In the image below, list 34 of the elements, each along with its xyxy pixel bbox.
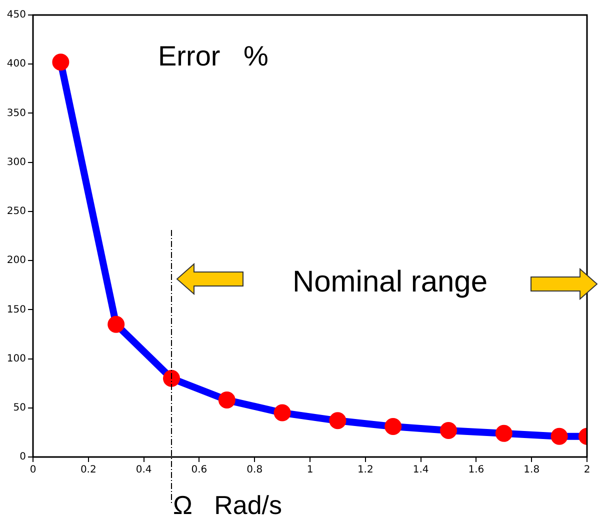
x-axis-title: Ω Rad/s [173, 490, 282, 520]
y-tick-label: 100 [6, 353, 26, 364]
x-tick-label: 0.2 [80, 464, 96, 476]
x-tick-label: 2 [584, 464, 590, 476]
point [108, 316, 125, 333]
y-tick-label: 50 [13, 402, 26, 414]
x-tick-label: 0.8 [246, 464, 263, 476]
y-tick-label: 0 [20, 452, 26, 463]
point [440, 422, 457, 439]
x-tick-label: 0 [30, 464, 36, 476]
point [52, 54, 70, 71]
y-tick-label: 400 [6, 58, 26, 70]
y-tick-label: 350 [6, 108, 26, 119]
point [218, 392, 236, 409]
x-tick-label: 0.4 [136, 464, 152, 476]
y-tick-label: 150 [6, 304, 26, 316]
x-tick-label: 1.2 [357, 464, 374, 476]
point [329, 412, 346, 430]
y-tick-label: 200 [6, 255, 26, 266]
point [495, 424, 512, 442]
y-tick-label: 450 [6, 10, 26, 21]
y-tick-label: 250 [6, 206, 26, 218]
y-tick-label: 300 [6, 156, 26, 168]
x-tick-label: 1.8 [524, 464, 540, 476]
point [550, 428, 568, 445]
point [274, 404, 291, 422]
x-tick-label: 1.6 [468, 464, 484, 476]
annotation: Nominal range [292, 265, 488, 298]
point [384, 418, 402, 436]
x-tick-label: 0.6 [191, 464, 208, 476]
x-tick-label: 1 [306, 464, 314, 476]
x-tick-label: 1.4 [412, 464, 429, 476]
point [163, 370, 180, 387]
y-axis-title: Error % [158, 40, 268, 72]
